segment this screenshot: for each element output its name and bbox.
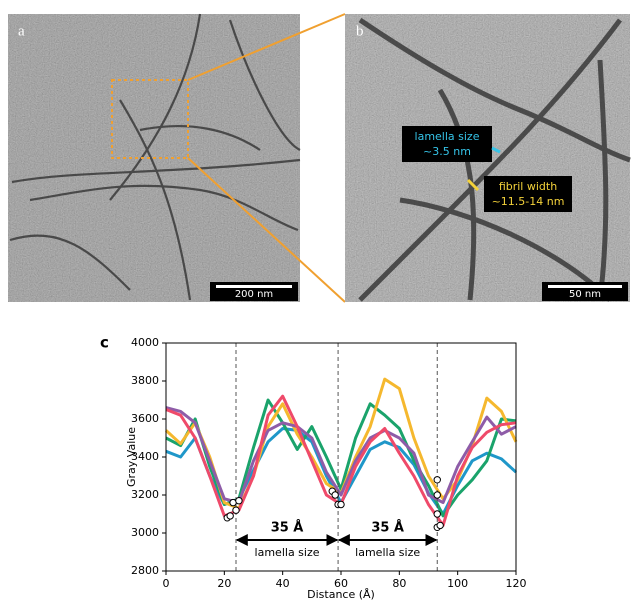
minimum-point	[434, 511, 440, 517]
minimum-point	[338, 501, 344, 507]
minimum-point	[332, 492, 338, 498]
minimum-point	[434, 477, 440, 483]
y-tick-label: 3600	[131, 412, 159, 425]
panel-label: c	[100, 334, 109, 352]
callout-value: ~3.5 nm	[423, 145, 471, 158]
y-tick-label: 3200	[131, 488, 159, 501]
panel-label: a	[18, 23, 25, 39]
span-label: 35 Å	[271, 520, 304, 536]
callout-title: fibril width	[499, 180, 557, 193]
y-tick-label: 3400	[131, 450, 159, 463]
panel-label: b	[356, 23, 364, 39]
x-tick-label: 120	[506, 577, 527, 590]
y-tick-label: 2800	[131, 564, 159, 577]
y-tick-label: 4000	[131, 336, 159, 349]
minimum-point	[227, 513, 233, 519]
y-tick-label: 3800	[131, 374, 159, 387]
scale-bar-label: 50 nm	[569, 289, 601, 300]
x-tick-label: 0	[163, 577, 170, 590]
minimum-point	[233, 507, 239, 513]
x-tick-label: 60	[334, 577, 348, 590]
y-tick-label: 3000	[131, 526, 159, 539]
callout-value: ~11.5-14 nm	[492, 195, 565, 208]
plot: 2800 3000 3200 3400 3600 3800 4000 0 20 40 60 80 100…	[131, 336, 527, 590]
minimum-point	[236, 498, 242, 504]
micrograph-b: b lamella size ~3.5 nm fibril width ~11.…	[345, 14, 630, 302]
span-label: 35 Å	[371, 520, 404, 536]
minimum-point	[434, 492, 440, 498]
micrograph-a: a 200 nm	[8, 14, 300, 302]
x-tick-label: 80	[392, 577, 406, 590]
x-tick-label: 40	[276, 577, 290, 590]
callout-title: lamella size	[415, 130, 480, 143]
span-note: lamella size	[255, 546, 320, 559]
x-tick-label: 20	[217, 577, 231, 590]
scale-bar-label: 200 nm	[235, 289, 273, 300]
x-tick-label: 100	[447, 577, 468, 590]
figure: a 200 nm b lamella size ~3.5 nm fibril w…	[0, 0, 632, 601]
span-note: lamella size	[355, 546, 420, 559]
minimum-point	[437, 522, 443, 528]
